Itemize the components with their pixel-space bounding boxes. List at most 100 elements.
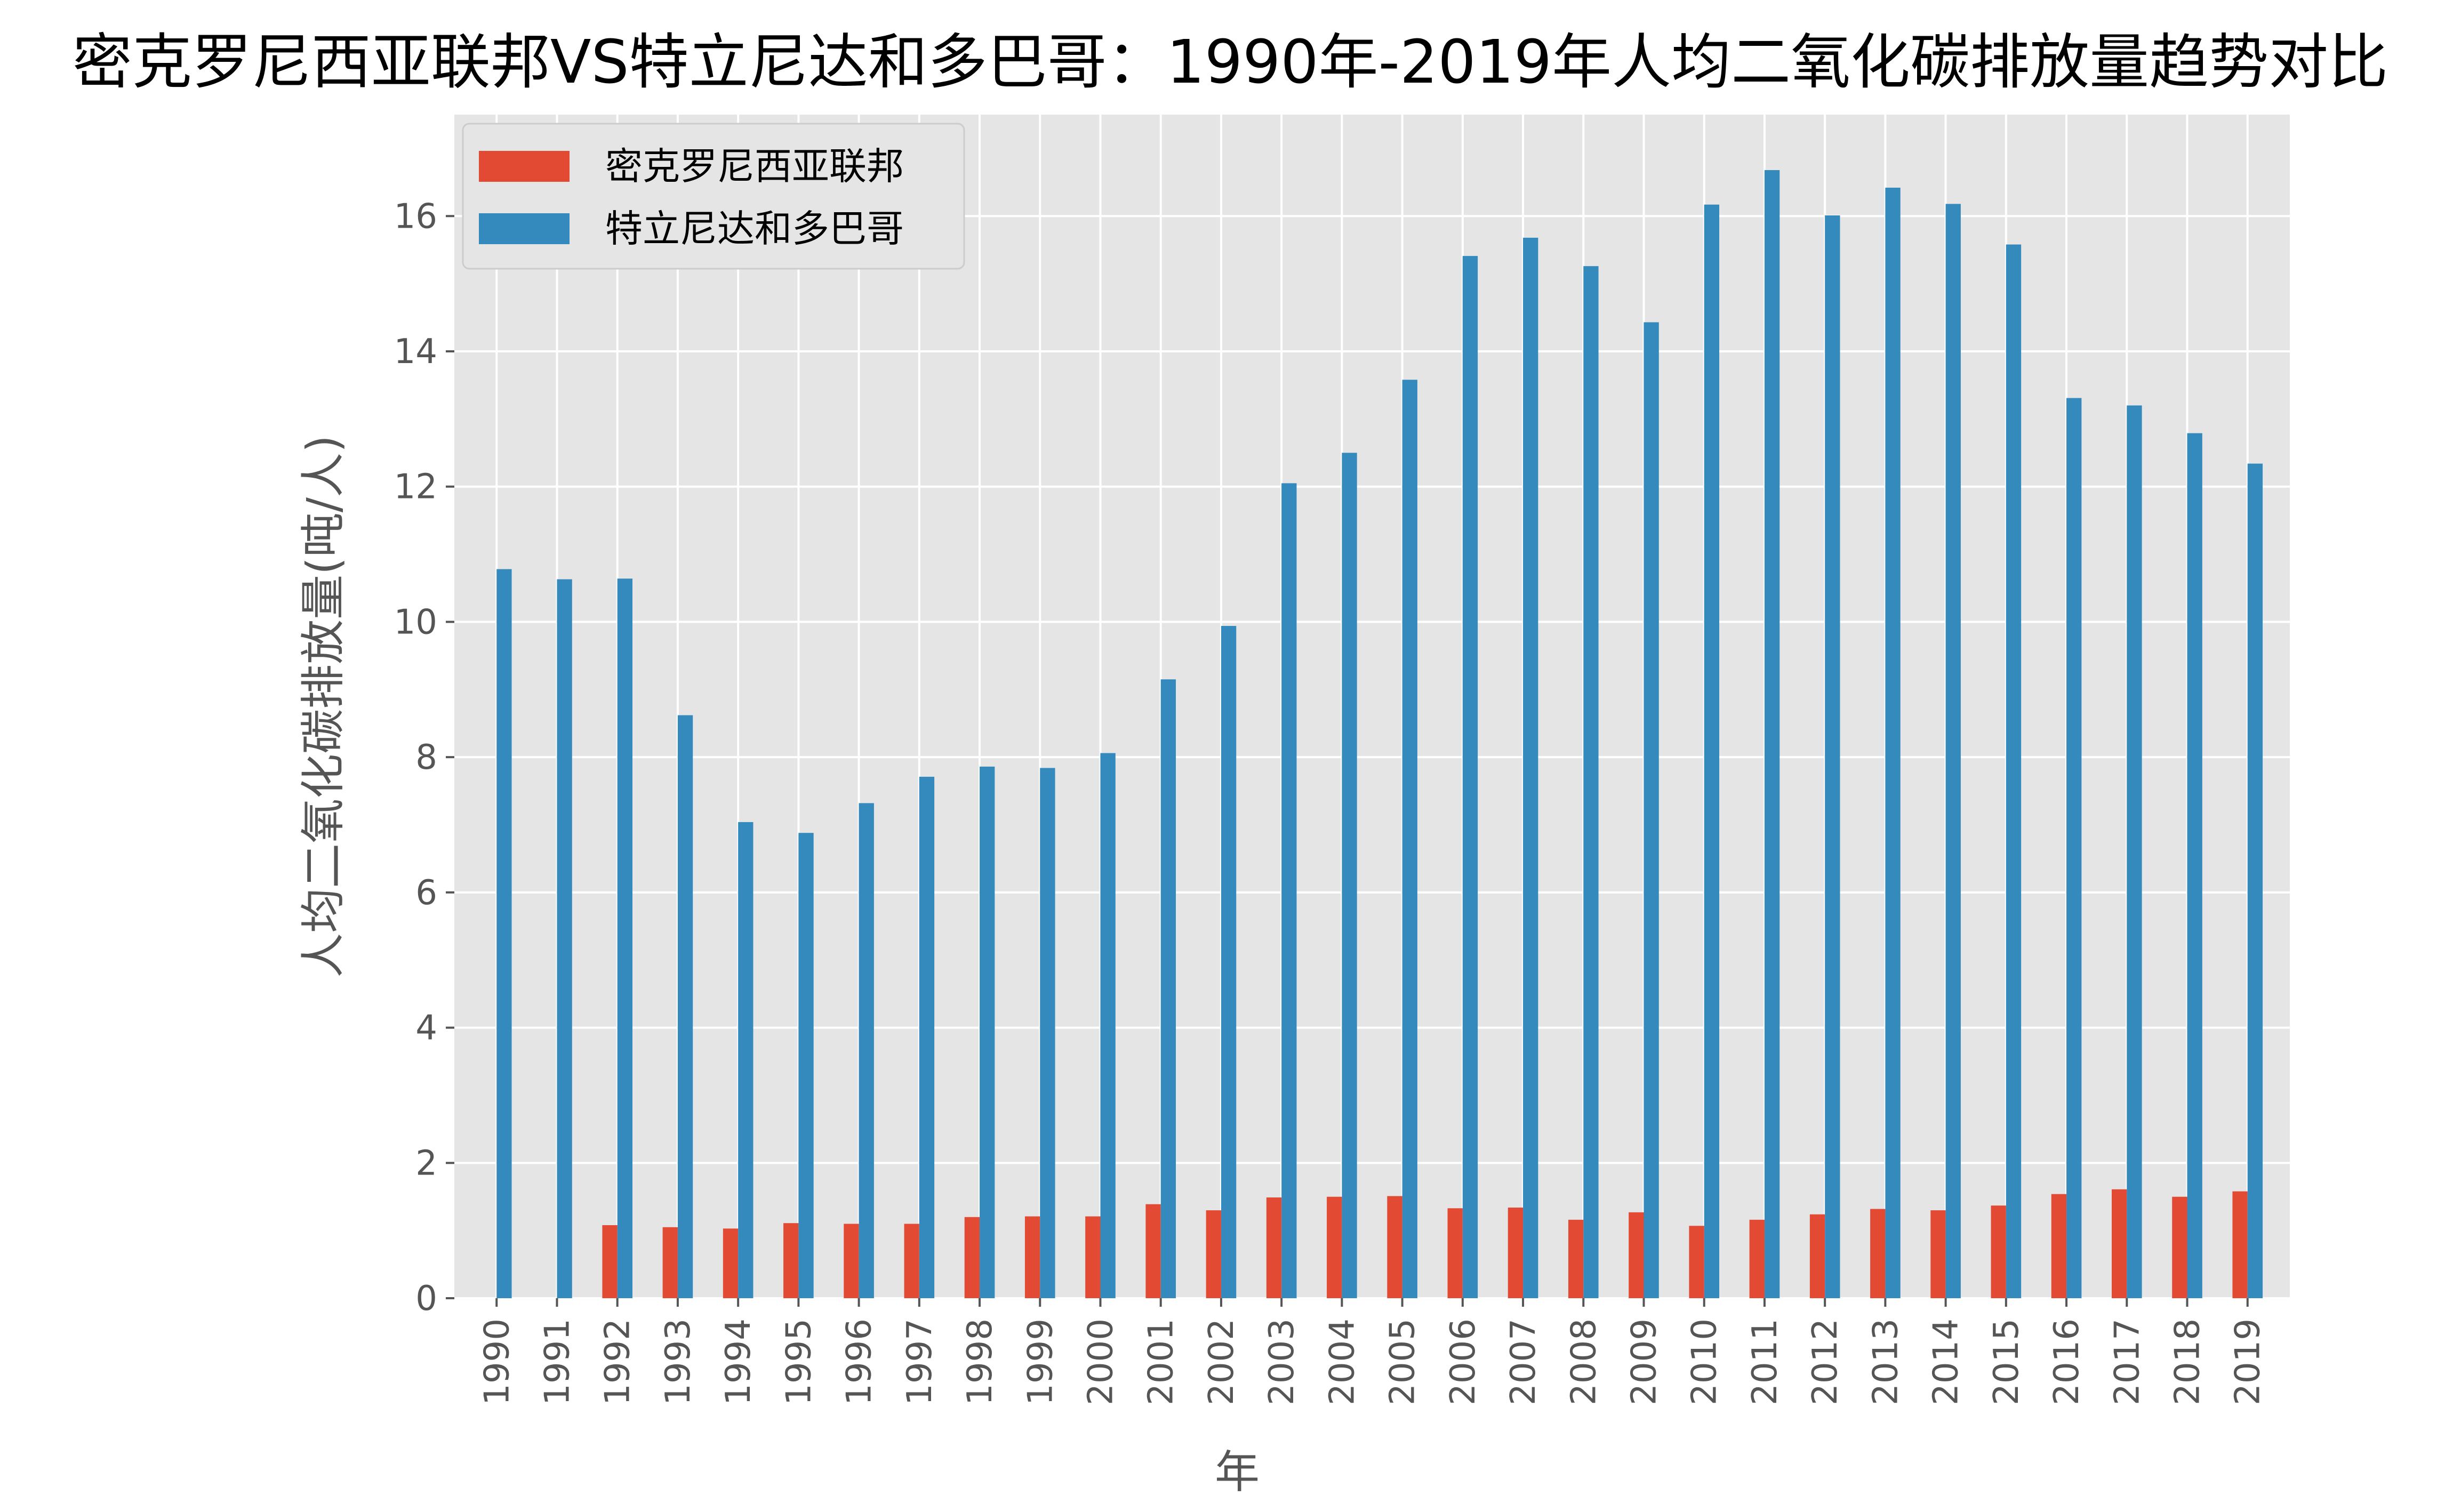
- x-axis: 1990 1991 1992 1993 1994 1995 1996 1997 1998 1999…: [477, 1298, 2268, 1405]
- bar-micronesia-2019: [2232, 1191, 2248, 1298]
- bar-trinidad-2003: [1281, 483, 1297, 1299]
- bar-micronesia-1992: [602, 1225, 618, 1298]
- bar-trinidad-2017: [2127, 405, 2142, 1298]
- bar-micronesia-2012: [1809, 1214, 1825, 1298]
- x-tick-label: 1991: [538, 1318, 577, 1405]
- bar-micronesia-2010: [1689, 1226, 1704, 1298]
- y-tick-label: 4: [415, 1009, 437, 1048]
- bar-micronesia-2014: [1930, 1210, 1946, 1298]
- bar-micronesia-2003: [1266, 1197, 1282, 1298]
- legend-swatch-trinidad: [479, 213, 570, 244]
- bar-trinidad-2016: [2066, 398, 2082, 1298]
- bar-trinidad-2011: [1764, 170, 1780, 1298]
- bar-micronesia-1997: [904, 1224, 919, 1298]
- x-tick-label: 2019: [2228, 1318, 2268, 1405]
- bar-micronesia-2000: [1085, 1216, 1101, 1298]
- x-tick-label: 2018: [2168, 1318, 2208, 1405]
- x-tick-label: 1994: [719, 1318, 758, 1405]
- y-tick-label: 2: [415, 1144, 437, 1183]
- bar-trinidad-1995: [798, 833, 814, 1298]
- bar-trinidad-2008: [1583, 266, 1599, 1298]
- bar-trinidad-1992: [617, 578, 633, 1298]
- bar-trinidad-2015: [2006, 244, 2022, 1299]
- bars: [496, 170, 2263, 1299]
- bar-micronesia-2015: [1991, 1205, 2006, 1298]
- y-axis-label: 人均二氧化碳排放量(吨/人): [297, 435, 349, 978]
- legend-label-micronesia: 密克罗尼西亚联邦: [605, 144, 904, 188]
- x-tick-label: 2009: [1625, 1318, 1664, 1405]
- bar-micronesia-2004: [1327, 1196, 1342, 1298]
- x-tick-label: 2010: [1685, 1318, 1725, 1405]
- bar-micronesia-2013: [1870, 1209, 1886, 1298]
- x-tick-label: 1992: [598, 1318, 638, 1405]
- bar-trinidad-2013: [1885, 188, 1901, 1299]
- x-tick-label: 1999: [1021, 1318, 1060, 1405]
- legend-box: [462, 123, 965, 270]
- chart-title: 密克罗尼西亚联邦VS特立尼达和多巴哥：1990年-2019年人均二氧化碳排放量趋…: [73, 28, 2388, 97]
- x-tick-label: 2015: [1987, 1318, 2026, 1405]
- x-tick-label: 2016: [2047, 1318, 2087, 1405]
- bar-trinidad-2001: [1160, 679, 1176, 1298]
- y-tick-label: 6: [415, 873, 437, 913]
- bar-trinidad-1997: [919, 776, 935, 1298]
- bar-trinidad-2006: [1462, 256, 1478, 1298]
- bar-micronesia-1995: [783, 1223, 799, 1298]
- bar-micronesia-1993: [662, 1227, 678, 1298]
- x-tick-label: 2013: [1866, 1318, 1905, 1405]
- bar-trinidad-1993: [677, 715, 693, 1298]
- bar-micronesia-2002: [1206, 1210, 1221, 1298]
- bar-trinidad-2000: [1100, 753, 1116, 1298]
- x-tick-label: 1998: [960, 1318, 1000, 1405]
- bar-trinidad-2007: [1523, 237, 1538, 1298]
- legend-swatch-micronesia: [479, 151, 570, 182]
- x-tick-label: 2008: [1564, 1318, 1604, 1405]
- bar-micronesia-2011: [1749, 1219, 1765, 1298]
- legend-label-trinidad: 特立尼达和多巴哥: [605, 207, 904, 251]
- bar-trinidad-1999: [1040, 768, 1055, 1298]
- bar-trinidad-1994: [738, 822, 753, 1298]
- bar-micronesia-1999: [1024, 1216, 1040, 1298]
- bar-trinidad-2014: [1945, 204, 1961, 1298]
- x-tick-label: 2004: [1322, 1318, 1362, 1405]
- x-tick-label: 1997: [900, 1318, 940, 1405]
- bar-trinidad-2005: [1402, 380, 1417, 1298]
- y-tick-label: 10: [394, 602, 437, 642]
- bar-micronesia-2017: [2111, 1189, 2127, 1298]
- x-tick-label: 2002: [1202, 1318, 1241, 1405]
- bar-micronesia-2005: [1387, 1196, 1402, 1298]
- bar-micronesia-1996: [844, 1224, 859, 1298]
- x-tick-label: 2012: [1806, 1318, 1845, 1405]
- x-tick-label: 2000: [1081, 1318, 1120, 1405]
- bar-trinidad-2004: [1342, 453, 1357, 1299]
- y-tick-label: 14: [394, 332, 437, 372]
- bar-micronesia-2018: [2172, 1196, 2187, 1298]
- y-tick-label: 12: [394, 468, 437, 507]
- x-tick-label: 2007: [1504, 1318, 1543, 1405]
- x-tick-label: 1996: [840, 1318, 879, 1405]
- y-tick-label: 8: [415, 738, 437, 777]
- x-tick-label: 1990: [477, 1318, 517, 1405]
- bar-trinidad-2018: [2187, 433, 2202, 1299]
- plot-area: [454, 115, 2290, 1298]
- x-tick-label: 2001: [1142, 1318, 1181, 1405]
- bar-micronesia-2008: [1568, 1219, 1584, 1298]
- bar-micronesia-2007: [1508, 1208, 1524, 1298]
- bar-micronesia-1994: [723, 1228, 739, 1298]
- bar-trinidad-1996: [859, 803, 874, 1298]
- bar-trinidad-2012: [1825, 215, 1840, 1299]
- bar-trinidad-1998: [980, 766, 995, 1298]
- bar-trinidad-1990: [496, 569, 512, 1298]
- x-tick-label: 2011: [1745, 1318, 1785, 1405]
- legend: 密克罗尼西亚联邦 特立尼达和多巴哥: [462, 123, 965, 270]
- bar-trinidad-2010: [1704, 204, 1720, 1299]
- x-tick-label: 2006: [1444, 1318, 1483, 1405]
- x-tick-label: 2003: [1262, 1318, 1302, 1405]
- bar-micronesia-2006: [1447, 1208, 1463, 1298]
- x-tick-label: 2005: [1383, 1318, 1423, 1405]
- x-tick-label: 1993: [659, 1318, 698, 1405]
- bar-micronesia-2001: [1145, 1204, 1161, 1298]
- x-tick-label: 1995: [779, 1318, 819, 1405]
- y-axis: 0 2 4 6 8 10 12 14 16: [394, 197, 454, 1318]
- bar-trinidad-2019: [2247, 463, 2263, 1298]
